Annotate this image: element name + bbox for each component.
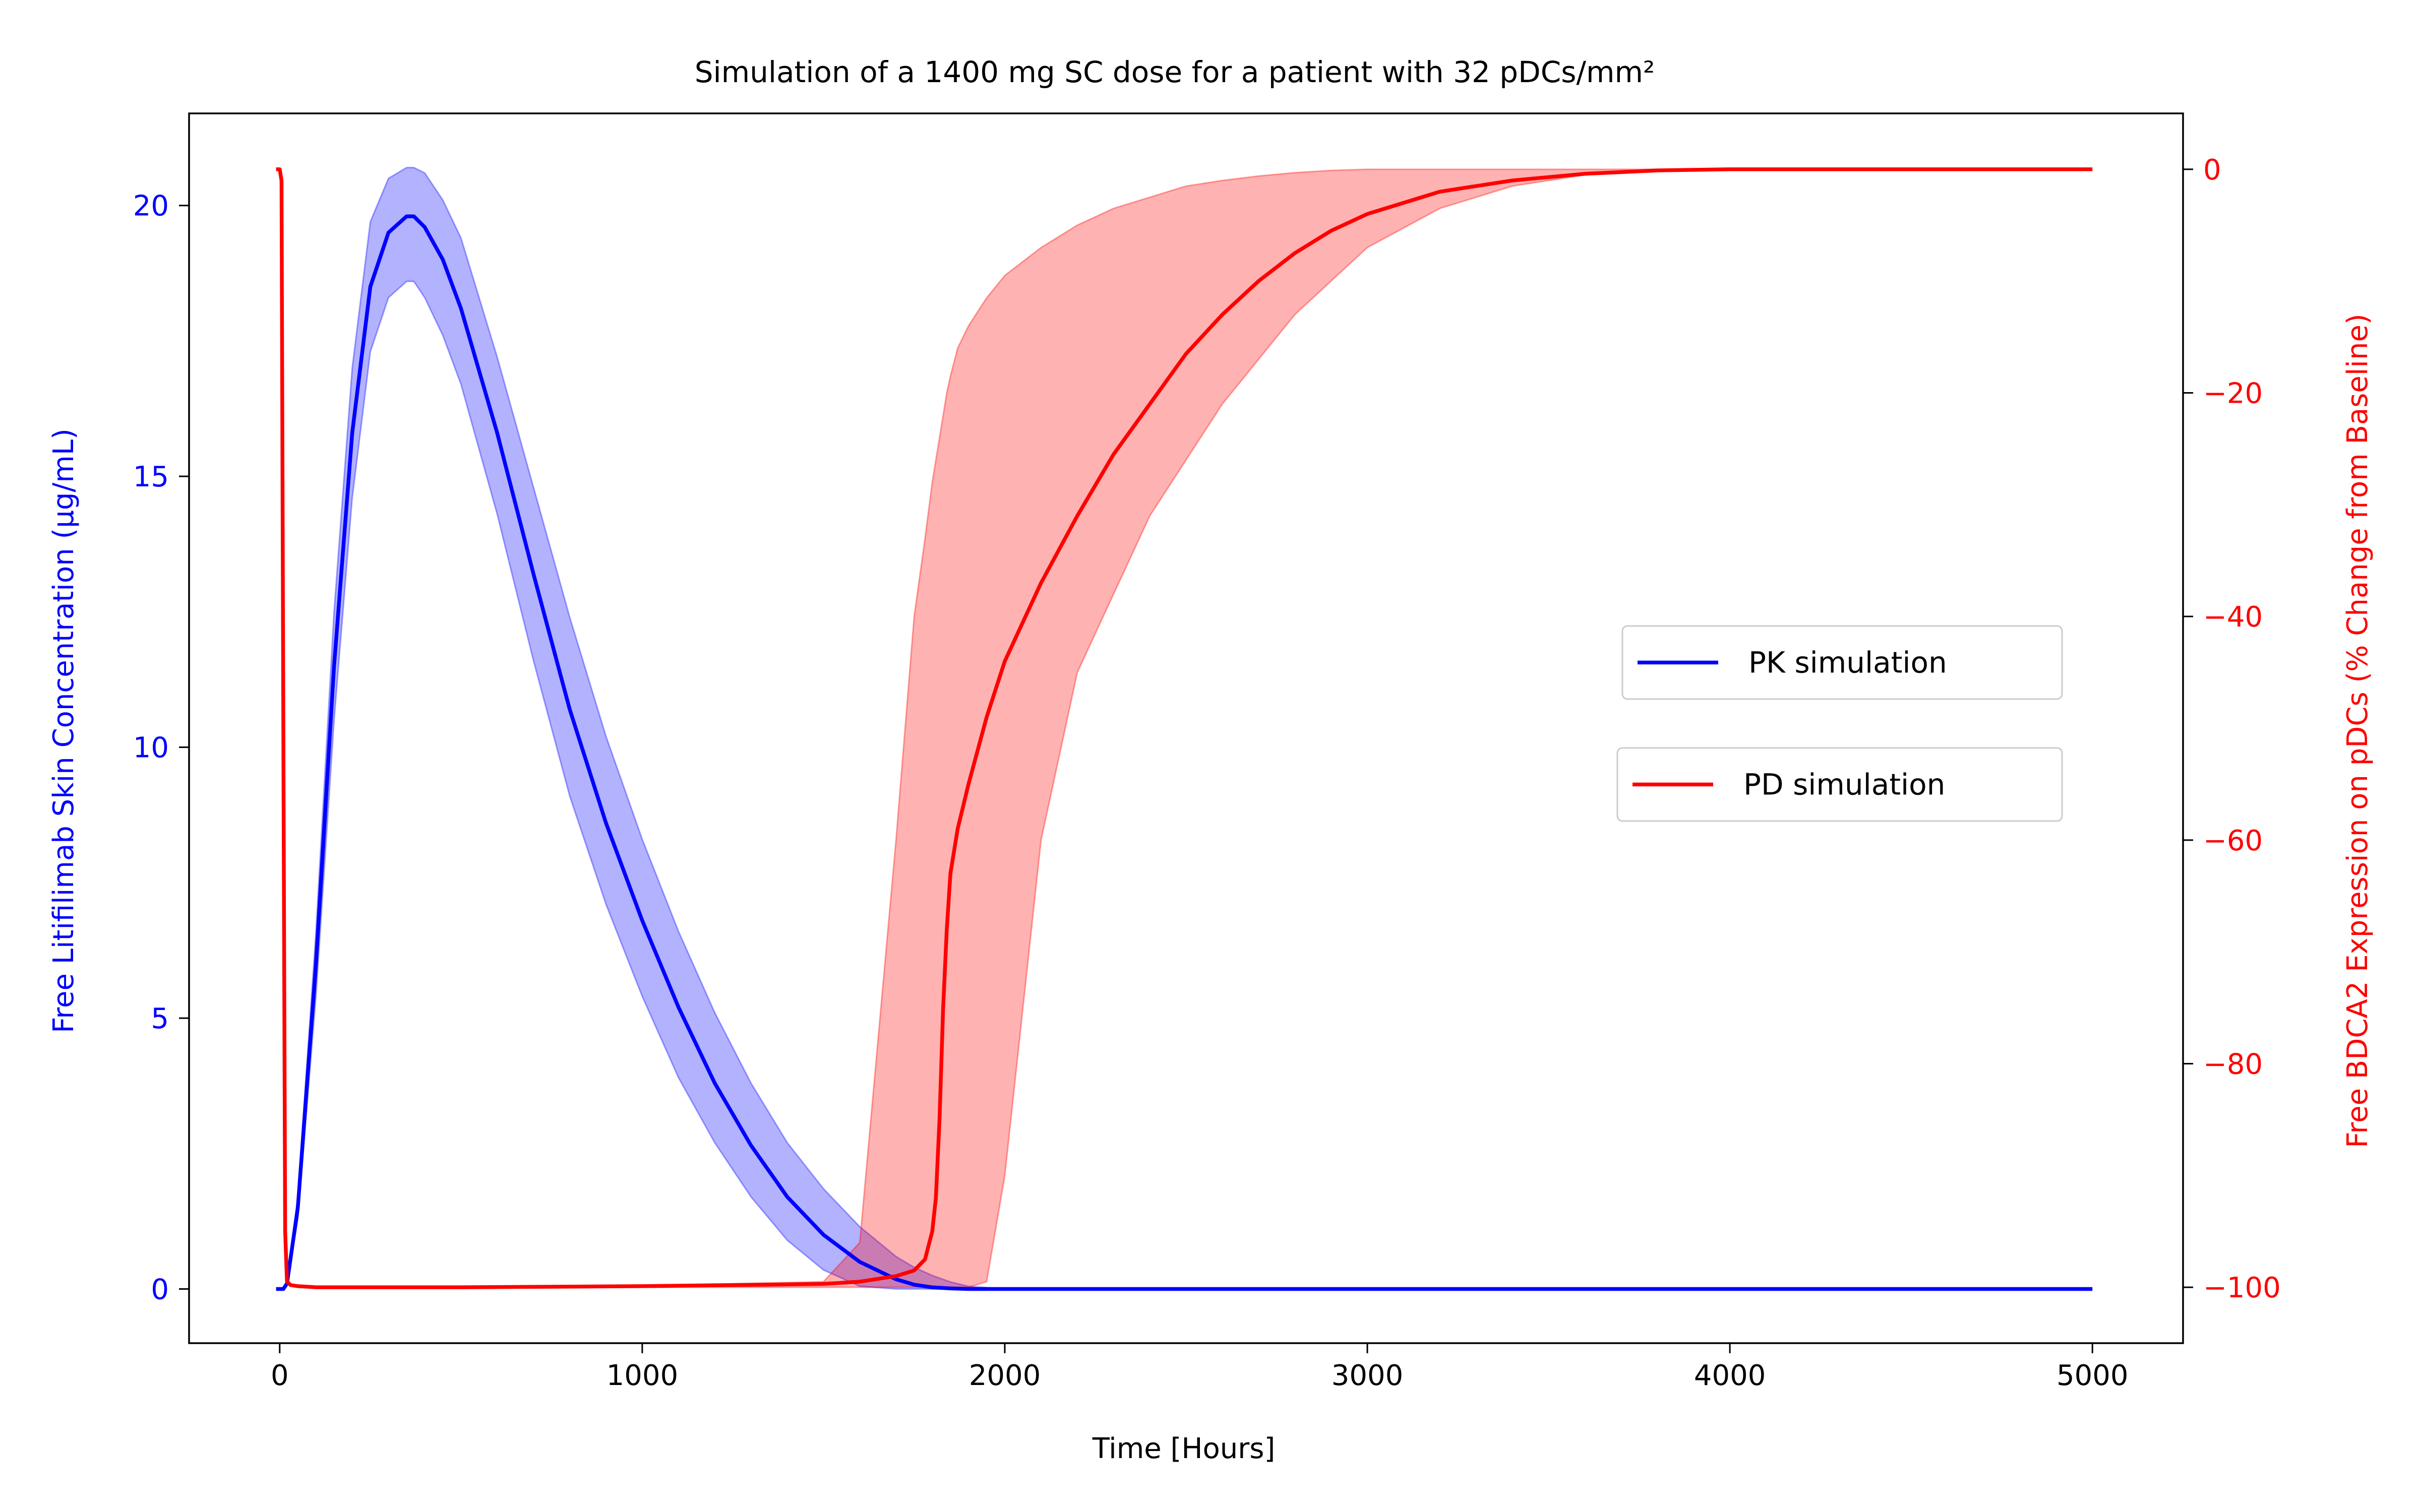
legend-box bbox=[1621, 625, 2063, 700]
chart-title: Simulation of a 1400 mg SC dose for a pa… bbox=[695, 55, 1655, 89]
left-tick-label: 20 bbox=[133, 190, 169, 223]
left-tick-label: 5 bbox=[151, 1002, 169, 1035]
left-tick-label: 0 bbox=[151, 1274, 169, 1306]
right-tick-label: −60 bbox=[2203, 825, 2263, 857]
series-line-pd bbox=[276, 167, 2093, 1289]
series-line-pk bbox=[276, 214, 2093, 1291]
legend-label: PK simulation bbox=[1748, 646, 1947, 680]
left-tick-label: 15 bbox=[133, 461, 169, 493]
legend: PK simulation PD simulation bbox=[1616, 625, 2063, 822]
x-tick-label: 4000 bbox=[1694, 1359, 1766, 1392]
x-tick-label: 1000 bbox=[607, 1359, 679, 1392]
x-tick-label: 0 bbox=[271, 1359, 289, 1392]
legend-entry: PK simulation bbox=[1621, 625, 2063, 700]
left-axis: 0 5 10 15 20 bbox=[133, 190, 189, 1306]
right-tick-label: −100 bbox=[2203, 1272, 2281, 1304]
plot-frame bbox=[188, 112, 2184, 1344]
x-axis-label: Time [Hours] bbox=[1092, 1432, 1276, 1465]
right-axis: 0 −20 −40 −60 −80 −100 bbox=[2183, 154, 2281, 1304]
right-tick-label: −80 bbox=[2203, 1048, 2263, 1081]
right-axis-label: Free BDCA2 Expression on pDCs (% Change … bbox=[2341, 313, 2374, 1148]
x-tick-label: 2000 bbox=[969, 1359, 1041, 1392]
right-tick-label: 0 bbox=[2203, 154, 2221, 186]
x-axis: 0 1000 2000 3000 4000 5000 bbox=[271, 1343, 2129, 1392]
right-tick-label: −40 bbox=[2203, 601, 2263, 634]
left-tick-label: 10 bbox=[133, 732, 169, 765]
legend-label: PD simulation bbox=[1743, 768, 1945, 802]
legend-entry: PD simulation bbox=[1616, 747, 2063, 822]
band-pd bbox=[276, 168, 2093, 1288]
left-axis-label: Free Litifilimab Skin Concentration (μg/… bbox=[47, 428, 80, 1033]
x-tick-label: 3000 bbox=[1332, 1359, 1404, 1392]
right-tick-label: −20 bbox=[2203, 377, 2263, 410]
plot-bands bbox=[276, 167, 2093, 1290]
legend-box bbox=[1616, 747, 2063, 822]
x-tick-label: 5000 bbox=[2056, 1359, 2129, 1392]
band-pk bbox=[276, 167, 2093, 1290]
plot-lines bbox=[276, 167, 2093, 1291]
